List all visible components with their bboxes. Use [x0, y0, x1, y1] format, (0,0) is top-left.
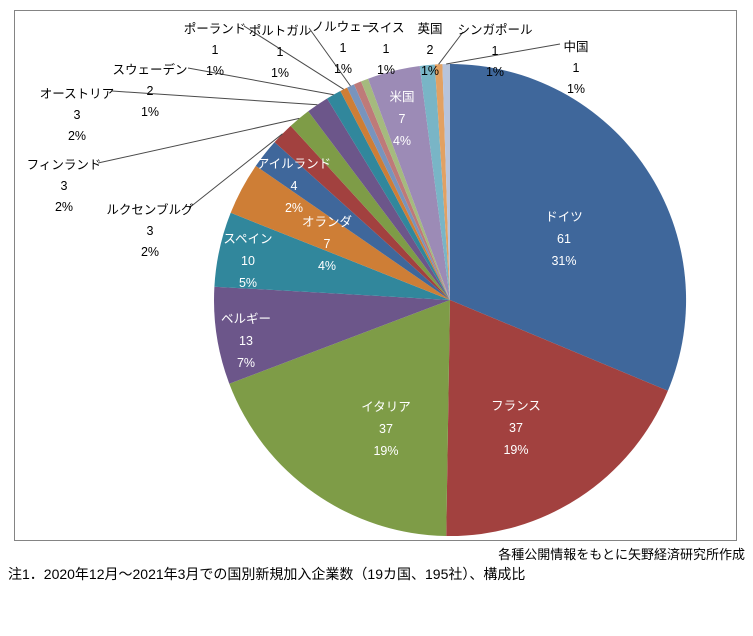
pie-slice-14	[361, 78, 450, 300]
pie-slice-10	[327, 91, 450, 300]
pie-slice-4	[214, 212, 450, 300]
leader-line-10	[187, 67, 334, 96]
leader-line-12	[308, 27, 351, 87]
pie-slice-8	[290, 111, 450, 300]
pie-slice-7	[274, 125, 450, 301]
pie-slice-3	[214, 286, 450, 384]
pie-slice-6	[255, 142, 450, 300]
pie-slice-1	[446, 300, 668, 537]
pie-slice-15	[368, 66, 450, 300]
pie-slice-16	[419, 64, 450, 300]
leader-line-9	[111, 90, 318, 106]
note-text: 注1．2020年12月～2021年3月での国別新規加入企業数（19カ国、195社…	[8, 566, 526, 582]
attribution-text: 各種公開情報をもとに矢野経済研究所作成	[498, 547, 745, 562]
leader-line-8	[97, 117, 300, 164]
pie-slice-5	[230, 165, 450, 300]
pie-slice-11	[340, 87, 450, 300]
leader-line-17	[438, 31, 464, 65]
pie-slice-0	[450, 63, 687, 391]
leader-line-11	[243, 25, 344, 90]
leader-line-7	[188, 133, 283, 209]
pie-slice-9	[308, 98, 450, 300]
pie-slice-13	[354, 81, 450, 301]
pie-slice-18	[442, 63, 450, 300]
leader-line-18	[446, 43, 561, 65]
pie-slice-17	[434, 64, 450, 300]
pie-slice-2	[229, 300, 450, 536]
pie-slice-12	[347, 84, 450, 301]
